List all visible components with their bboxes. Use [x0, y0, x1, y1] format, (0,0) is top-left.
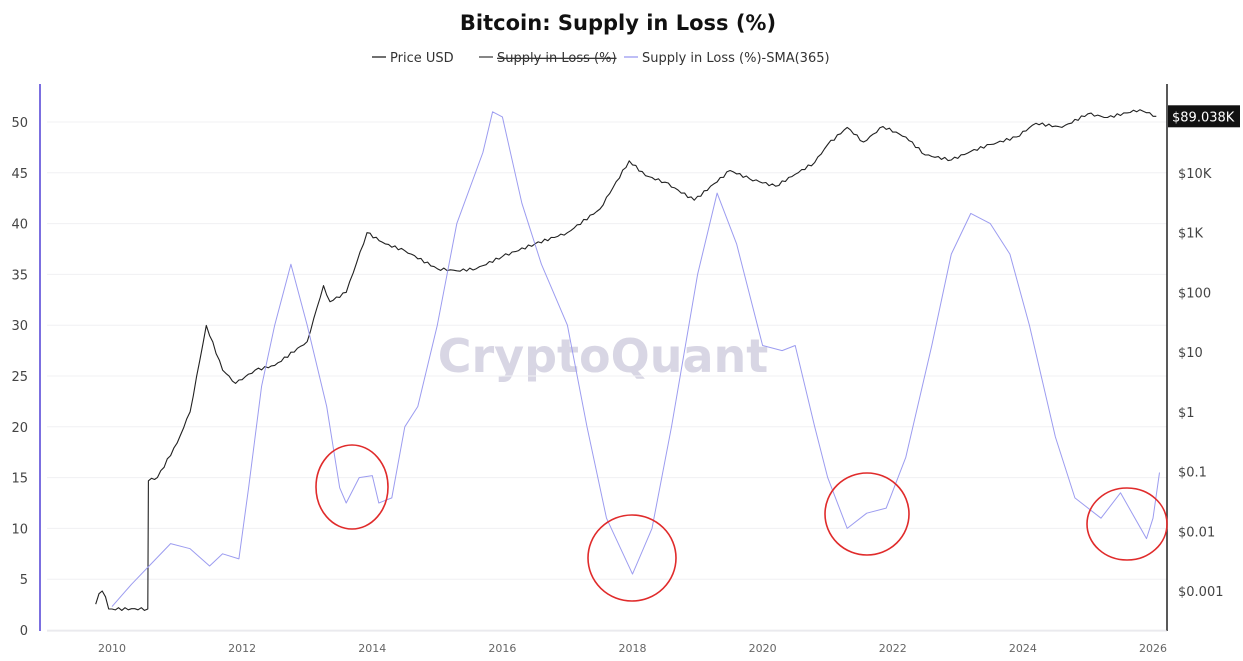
- grid: [47, 121, 1167, 631]
- y-right-tick-label: $1: [1178, 406, 1195, 421]
- y-right-tick-label: $10: [1178, 346, 1203, 361]
- chart-title: Bitcoin: Supply in Loss (%): [460, 11, 776, 35]
- x-tick-label: 2010: [98, 642, 126, 655]
- annotations: [315, 444, 1168, 602]
- legend-label: Supply in Loss (%): [497, 51, 617, 66]
- legend: Price USD Supply in Loss (%) Supply in Los…: [372, 51, 830, 66]
- y-left-tick-label: 25: [11, 370, 28, 385]
- last-price-badge: $89.038K: [1168, 105, 1240, 128]
- y-left-tick-label: 5: [20, 573, 28, 588]
- legend-label: Supply in Loss (%)-SMA(365): [642, 51, 830, 66]
- annotation-circle: [824, 472, 910, 556]
- x-tick-label: 2020: [749, 642, 777, 655]
- x-tick-label: 2016: [488, 642, 516, 655]
- x-tick-label: 2012: [228, 642, 256, 655]
- y-right-tick-label: $100: [1178, 286, 1211, 301]
- last-price-label: $89.038K: [1172, 110, 1235, 125]
- series-layer: [95, 109, 1160, 611]
- x-tick-label: 2018: [619, 642, 647, 655]
- x-tick-label: 2022: [879, 642, 907, 655]
- y-left-tick-label: 10: [11, 522, 28, 537]
- y-right-tick-label: $10K: [1178, 167, 1212, 182]
- y-right-tick-label: $1K: [1178, 227, 1204, 242]
- legend-label: Price USD: [390, 51, 454, 66]
- series-line-price-usd: [95, 109, 1157, 611]
- watermark: CryptoQuant: [438, 329, 769, 383]
- annotation-circle: [315, 444, 389, 530]
- y-left-tick-label: 30: [11, 319, 28, 334]
- series-line-supply-in-loss-sma: [111, 111, 1160, 607]
- x-tick-label: 2024: [1009, 642, 1037, 655]
- axes: 0 5 10 15 20 25 30 35 40 45 50 $0.001 $0.01 $0.1 $1 $10…: [11, 84, 1224, 655]
- y-left-tick-label: 50: [11, 116, 28, 131]
- x-tick-label: 2026: [1139, 642, 1167, 655]
- last-price-badge-bg: [1168, 105, 1240, 128]
- y-left-tick-label: 45: [11, 167, 28, 182]
- y-left-tick-label: 40: [11, 218, 28, 233]
- y-right-tick-label: $0.001: [1178, 585, 1224, 600]
- x-tick-label: 2014: [358, 642, 386, 655]
- y-left-tick-label: 0: [20, 624, 28, 639]
- annotation-circle: [1086, 487, 1168, 561]
- y-right-tick-label: $0.1: [1178, 466, 1207, 481]
- y-left-tick-label: 35: [11, 268, 28, 283]
- y-right-tick-label: $0.01: [1178, 525, 1215, 540]
- y-left-tick-label: 20: [11, 421, 28, 436]
- annotation-circle: [587, 514, 677, 602]
- y-left-tick-label: 15: [11, 472, 28, 487]
